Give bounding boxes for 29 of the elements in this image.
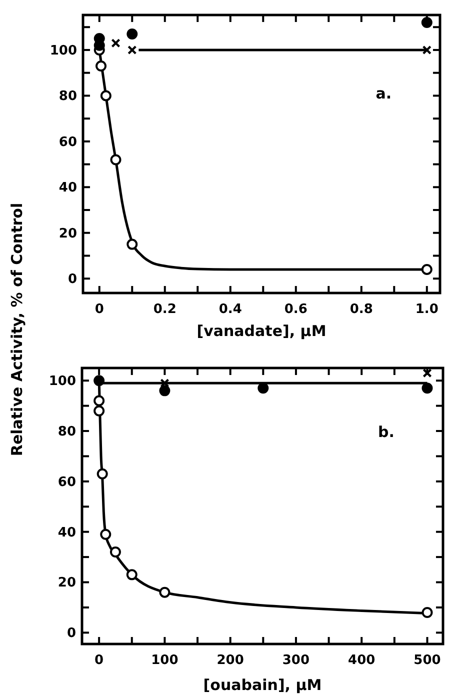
annotation: b. <box>378 423 394 441</box>
x-tick-label: 200 <box>216 653 244 668</box>
x-tick-label: 0.4 <box>218 302 242 317</box>
x-tick-label: 0.2 <box>153 302 176 317</box>
y-tick-label: 40 <box>58 180 77 196</box>
y-tick-label: 60 <box>58 474 76 490</box>
y-axis-title: Relative Activity, % of Control <box>8 202 26 456</box>
x-tick-label: 500 <box>414 653 441 668</box>
y-tick-label: 0 <box>68 272 77 288</box>
x-tick-label: 0 <box>94 302 104 317</box>
x-tick-label: 100 <box>151 653 178 668</box>
y-tick-label: 20 <box>58 576 76 591</box>
annotation: a. <box>376 84 392 102</box>
y-tick-label: 80 <box>58 89 77 104</box>
x-tick-label: 400 <box>348 653 376 668</box>
x-tick-label: 300 <box>282 653 310 668</box>
y-tick-label: 100 <box>48 374 76 390</box>
x-tick-label: 0 <box>94 653 104 668</box>
y-tick-label: 40 <box>58 525 76 540</box>
x-tick-label: 0.8 <box>350 302 373 317</box>
x-axis-title: [ouabain], μM <box>203 676 322 694</box>
y-tick-label: 100 <box>50 43 77 58</box>
x-axis-title: [vanadate], μM <box>196 322 326 340</box>
y-tick-label: 60 <box>58 134 77 150</box>
y-tick-label: 80 <box>58 424 76 440</box>
y-tick-label: 0 <box>66 626 76 642</box>
x-tick-label: 0.6 <box>284 302 308 317</box>
x-tick-label: 1.0 <box>415 302 438 317</box>
y-tick-label: 20 <box>58 226 77 242</box>
